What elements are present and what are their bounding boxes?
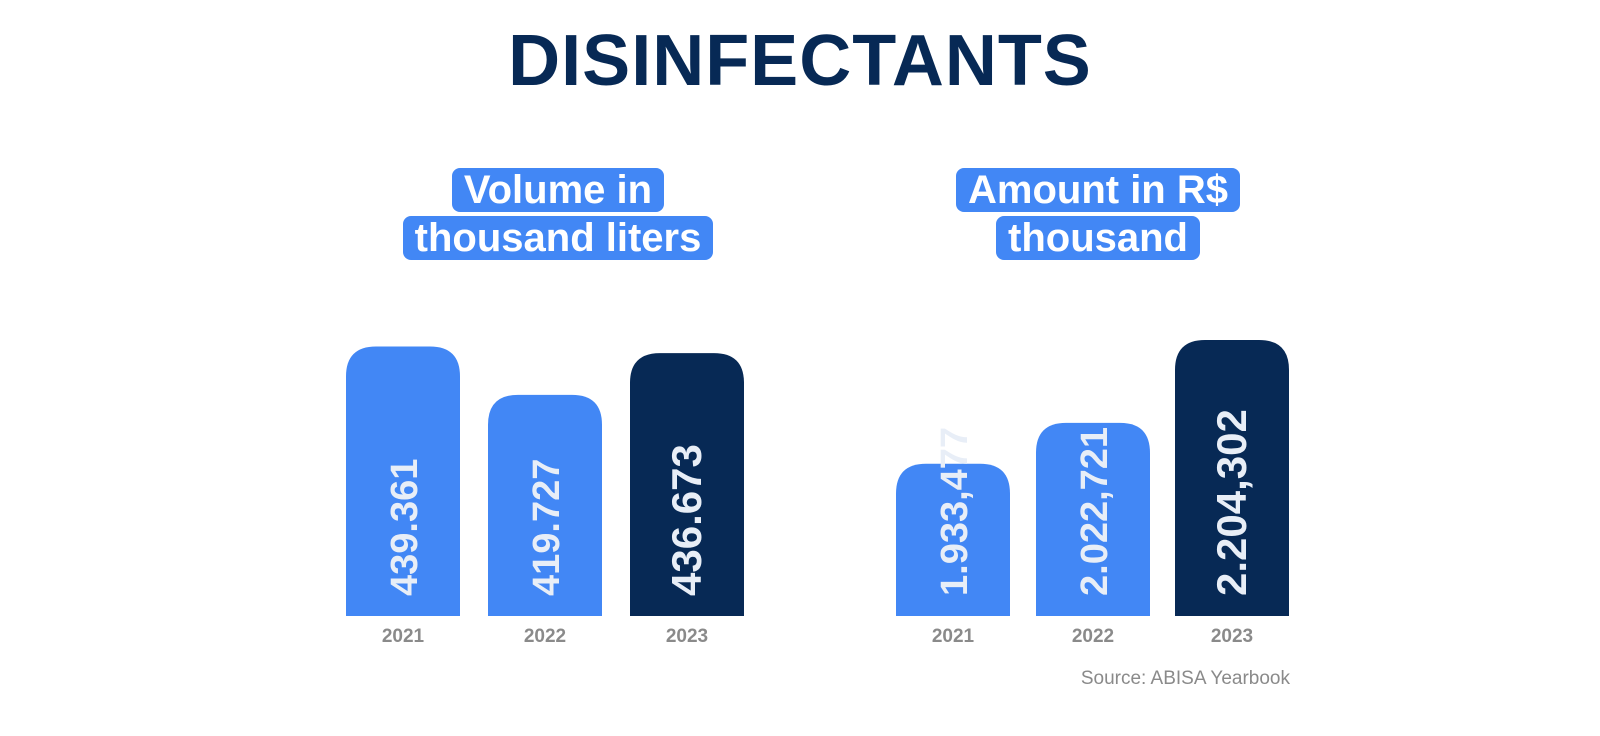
chart-2-value-label-2022: 2.022,721 <box>1074 427 1116 596</box>
chart-1-bar-2022 <box>488 394 602 616</box>
source-note: Source: ABISA Yearbook <box>1080 668 1290 689</box>
chart-2-category-label-2022: 2022 <box>1072 626 1114 647</box>
chart-2-title: Amount in R$ thousand <box>888 168 1308 260</box>
chart-1-title-line-2: thousand liters <box>402 216 714 260</box>
chart-1-category-label-2021: 2021 <box>382 626 425 647</box>
chart-1-category-label-2022: 2022 <box>524 626 566 647</box>
chart-2-title-line-1: Amount in R$ <box>956 168 1240 212</box>
chart-1-title-line-1: Volume in <box>451 168 665 212</box>
chart-1-bar-2021 <box>346 346 460 616</box>
chart-2-bar-2023 <box>1175 340 1289 616</box>
chart-1-value-label-2023: 436.673 <box>663 444 710 596</box>
chart-1-title: Volume in thousand liters <box>348 168 768 260</box>
page-title: DISINFECTANTS <box>508 21 1092 101</box>
chart-1-value-label-2022: 419.727 <box>526 459 568 596</box>
chart-2-bar-2021 <box>896 463 1010 616</box>
chart-2-category-label-2021: 2021 <box>932 626 975 647</box>
chart-1-bar-2023 <box>630 353 744 616</box>
chart-2-bar-2022 <box>1036 422 1150 616</box>
chart-1-value-label-2021: 439.361 <box>384 459 426 596</box>
chart-2-title-line-2: thousand <box>996 216 1200 260</box>
chart-1-category-label-2023: 2023 <box>666 626 708 647</box>
chart-2-category-label-2023: 2023 <box>1211 626 1253 647</box>
chart-2-value-label-2021: 1.933,477 <box>934 427 976 596</box>
chart-2-value-label-2023: 2.204,302 <box>1208 409 1255 596</box>
